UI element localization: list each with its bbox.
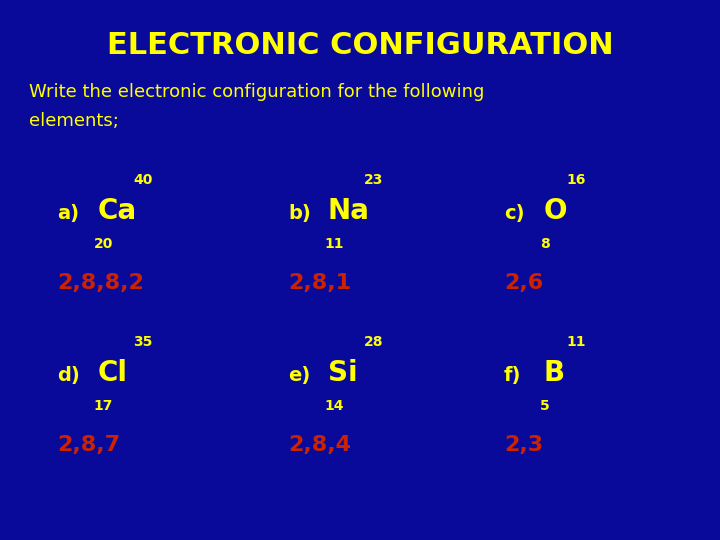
- Text: 2,3: 2,3: [504, 435, 543, 456]
- Text: 16: 16: [567, 173, 586, 187]
- Text: 17: 17: [94, 400, 113, 414]
- Text: c): c): [504, 204, 524, 222]
- Text: 14: 14: [324, 400, 343, 414]
- Text: Cl: Cl: [97, 359, 127, 387]
- Text: B: B: [544, 359, 564, 387]
- Text: e): e): [288, 366, 310, 384]
- Text: 2,6: 2,6: [504, 273, 544, 294]
- Text: f): f): [504, 366, 521, 384]
- Text: 2,8,8,2: 2,8,8,2: [58, 273, 145, 294]
- Text: 23: 23: [364, 173, 383, 187]
- Text: 40: 40: [133, 173, 153, 187]
- Text: 11: 11: [567, 335, 586, 349]
- Text: Ca: Ca: [97, 197, 136, 225]
- Text: elements;: elements;: [29, 112, 119, 131]
- Text: Write the electronic configuration for the following: Write the electronic configuration for t…: [29, 83, 484, 101]
- Text: d): d): [58, 366, 81, 384]
- Text: ELECTRONIC CONFIGURATION: ELECTRONIC CONFIGURATION: [107, 31, 613, 60]
- Text: b): b): [288, 204, 311, 222]
- Text: 2,8,7: 2,8,7: [58, 435, 121, 456]
- Text: 11: 11: [324, 238, 343, 252]
- Text: 8: 8: [540, 238, 550, 252]
- Text: 2,8,1: 2,8,1: [288, 273, 351, 294]
- Text: Na: Na: [328, 197, 369, 225]
- Text: Si: Si: [328, 359, 357, 387]
- Text: 35: 35: [133, 335, 153, 349]
- Text: 28: 28: [364, 335, 383, 349]
- Text: 20: 20: [94, 238, 113, 252]
- Text: 2,8,4: 2,8,4: [288, 435, 351, 456]
- Text: 5: 5: [540, 400, 550, 414]
- Text: a): a): [58, 204, 80, 222]
- Text: O: O: [544, 197, 567, 225]
